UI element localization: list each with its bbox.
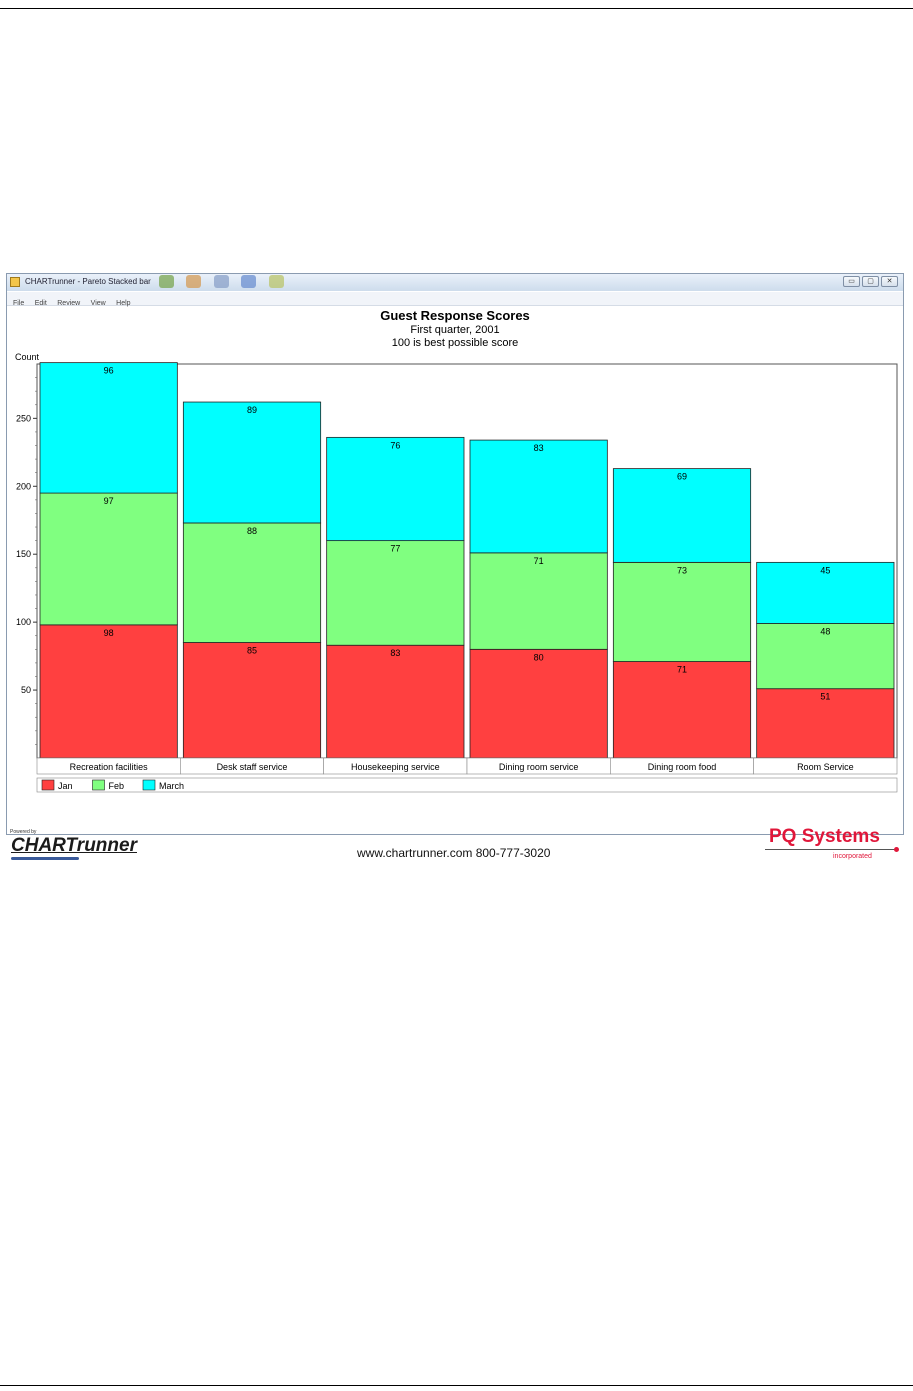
y-tick-label: 100	[16, 617, 31, 627]
chartrunner-logo: CHARTrunner	[11, 835, 137, 856]
x-tick-label: Dining room service	[499, 762, 579, 772]
chart-subtitle-2: 100 is best possible score	[392, 337, 519, 349]
page-top-rule	[0, 8, 913, 9]
y-tick-label: 50	[21, 685, 31, 695]
chart-icon[interactable]	[159, 275, 174, 288]
footer-url[interactable]: www.chartrunner.com 800-777-3020	[357, 846, 551, 860]
legend-label-feb: Feb	[109, 781, 125, 791]
chartrunner-swoosh	[11, 857, 79, 860]
data-label-march-6: 45	[820, 565, 830, 575]
menu-edit[interactable]: Edit	[34, 300, 47, 307]
bar-march-1	[39, 362, 178, 494]
bar-feb-5	[612, 561, 752, 662]
data-label-march-4: 83	[534, 443, 544, 453]
edit-icon[interactable]	[186, 275, 202, 288]
y-tick-label: 250	[16, 413, 31, 423]
chart-plot: 50 100 150 200 250 98 97 96 Recreation facilitie…	[16, 362, 898, 793]
bar-march-2	[182, 401, 322, 524]
menu-view[interactable]: View	[90, 300, 106, 307]
pq-logo-subtitle: incorporated	[833, 853, 872, 860]
export-icon[interactable]	[268, 275, 284, 288]
data-label-march-5: 69	[677, 472, 687, 482]
pq-systems-logo: PQ Systems	[769, 826, 880, 847]
data-label-jan-5: 71	[677, 665, 687, 675]
bar-jan-1	[39, 624, 178, 759]
pq-logo-line	[765, 849, 895, 850]
graph-icon[interactable]	[241, 275, 257, 288]
data-label-feb-4: 71	[534, 556, 544, 566]
data-label-jan-6: 51	[820, 692, 830, 702]
x-tick-label: Housekeeping service	[351, 762, 440, 772]
plot-frame	[36, 363, 898, 759]
minimize-button[interactable]: ▭	[843, 276, 860, 287]
legend-swatch-feb	[92, 779, 105, 791]
legend-swatch-march	[142, 779, 156, 791]
bar-jan-5	[612, 661, 752, 759]
data-label-march-3: 76	[390, 440, 400, 450]
bar-march-6	[756, 561, 895, 624]
maximize-button[interactable]: ▢	[862, 276, 879, 287]
chart-area: Guest Response Scores First quarter, 200…	[7, 306, 903, 860]
data-label-jan-3: 83	[390, 648, 400, 658]
bar-jan-2	[182, 642, 322, 759]
y-tick-label: 200	[16, 481, 31, 491]
y-axis-label: Count	[15, 352, 40, 362]
x-tick-label: Desk staff service	[217, 762, 288, 772]
menu-bar: File Edit Review View Help	[7, 292, 903, 307]
category-cell	[753, 757, 898, 775]
window-title: CHARTrunner - Pareto Stacked bar	[25, 277, 151, 286]
bar-jan-4	[469, 648, 608, 759]
data-label-march-1: 96	[104, 366, 114, 376]
title-bar[interactable]: CHARTrunner - Pareto Stacked bar ▭ ▢ ✕	[7, 274, 903, 291]
app-icon	[10, 277, 20, 287]
legend-label-jan: Jan	[58, 781, 73, 791]
bar-feb-2	[182, 522, 322, 643]
pq-logo-dot	[894, 847, 899, 852]
x-tick-label: Dining room food	[648, 762, 717, 772]
close-button[interactable]: ✕	[881, 276, 898, 287]
x-tick-label: Room Service	[797, 762, 854, 772]
bar-feb-4	[469, 552, 608, 650]
powered-by-label: Powered by	[10, 829, 37, 835]
page-bottom-rule	[0, 1385, 913, 1386]
y-tick-label: 150	[16, 549, 31, 559]
data-label-feb-1: 97	[104, 496, 114, 506]
bar-march-3	[326, 436, 465, 542]
data-label-feb-6: 48	[820, 626, 830, 636]
menu-file[interactable]: File	[13, 300, 25, 307]
menu-review[interactable]: Review	[57, 300, 81, 307]
chartrunner-window: CHARTrunner - Pareto Stacked bar ▭ ▢ ✕ F…	[6, 273, 904, 860]
bar-feb-6	[756, 623, 895, 690]
data-label-feb-2: 88	[247, 526, 257, 536]
legend-box	[36, 777, 898, 793]
legend-swatch-jan	[41, 779, 55, 791]
data-label-march-2: 89	[247, 405, 257, 415]
chart-subtitle: First quarter, 2001	[410, 324, 499, 336]
chart-title: Guest Response Scores	[380, 308, 530, 323]
data-label-feb-5: 73	[677, 565, 687, 575]
data-label-jan-2: 85	[247, 646, 257, 656]
data-label-jan-1: 98	[104, 628, 114, 638]
stacked-bar-chart: Guest Response Scores First quarter, 200…	[15, 308, 898, 793]
bar-march-4	[469, 439, 608, 554]
menu-help[interactable]: Help	[116, 300, 131, 307]
bar-feb-3	[326, 540, 465, 646]
bar-march-5	[612, 468, 752, 563]
review-icon[interactable]	[213, 275, 229, 288]
legend-label-march: March	[159, 781, 184, 791]
toolbar-icons	[159, 275, 292, 293]
x-tick-label: Recreation facilities	[70, 762, 149, 772]
bar-jan-3	[326, 644, 465, 759]
data-label-feb-3: 77	[390, 544, 400, 554]
data-label-jan-4: 80	[534, 652, 544, 662]
bar-feb-1	[39, 492, 178, 626]
bar-jan-6	[756, 688, 895, 759]
